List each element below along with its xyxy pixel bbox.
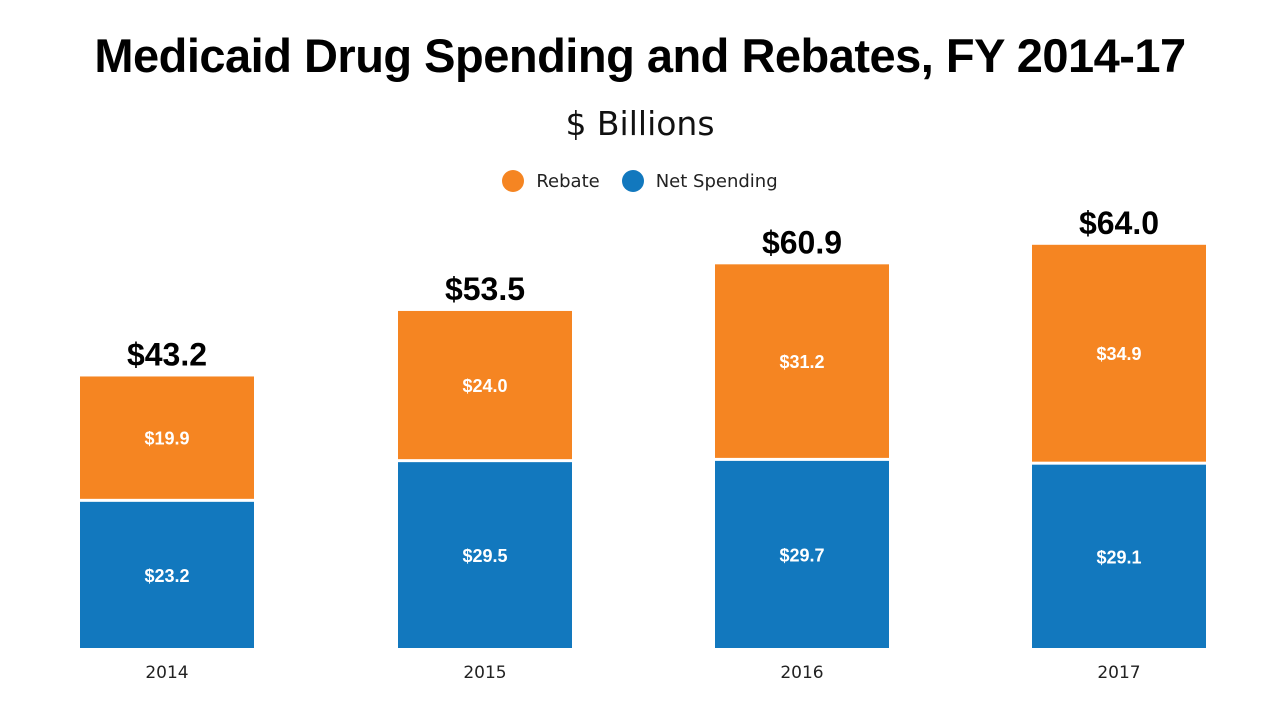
- data-label-net-spending-2014: $23.2: [144, 566, 189, 586]
- data-label-rebate-2014: $19.9: [144, 429, 189, 449]
- x-tick-label-2017: 2017: [1097, 663, 1140, 683]
- legend-swatch-net-spending: [621, 170, 644, 192]
- bar-rebate-2015: [398, 310, 572, 460]
- x-tick-label-2016: 2016: [780, 663, 823, 683]
- data-label-rebate-2015: $24.0: [462, 376, 507, 396]
- legend-label-rebate: Rebate: [536, 170, 600, 192]
- chart-subtitle: $ Billions: [565, 104, 715, 143]
- chart-title: Medicaid Drug Spending and Rebates, FY 2…: [94, 29, 1186, 82]
- data-label-net-spending-2015: $29.5: [462, 546, 507, 566]
- bar-net-spending-2016: [715, 460, 889, 648]
- bar-rebate-2014: [80, 376, 254, 499]
- data-label-net-spending-2017: $29.1: [1096, 547, 1141, 567]
- legend: Rebate Net Spending: [0, 170, 1280, 192]
- data-label-rebate-2017: $34.9: [1096, 344, 1141, 364]
- total-label-2014: $43.2: [127, 336, 207, 372]
- total-label-2015: $53.5: [445, 271, 525, 307]
- x-tick-label-2014: 2014: [145, 663, 188, 683]
- legend-swatch-rebate: [502, 170, 525, 192]
- bar-net-spending-2017: [1032, 464, 1206, 648]
- bar-net-spending-2014: [80, 501, 254, 648]
- data-label-net-spending-2016: $29.7: [779, 545, 824, 565]
- bar-rebate-2016: [715, 264, 889, 458]
- legend-item-net-spending: Net Spending: [621, 170, 778, 192]
- legend-item-rebate: Rebate: [502, 170, 600, 192]
- bar-net-spending-2015: [398, 462, 572, 648]
- total-label-2016: $60.9: [762, 224, 842, 260]
- x-tick-label-2015: 2015: [463, 663, 506, 683]
- total-label-2017: $64.0: [1079, 205, 1159, 241]
- bar-rebate-2017: [1032, 244, 1206, 462]
- data-label-rebate-2016: $31.2: [779, 352, 824, 372]
- legend-label-net-spending: Net Spending: [655, 170, 778, 192]
